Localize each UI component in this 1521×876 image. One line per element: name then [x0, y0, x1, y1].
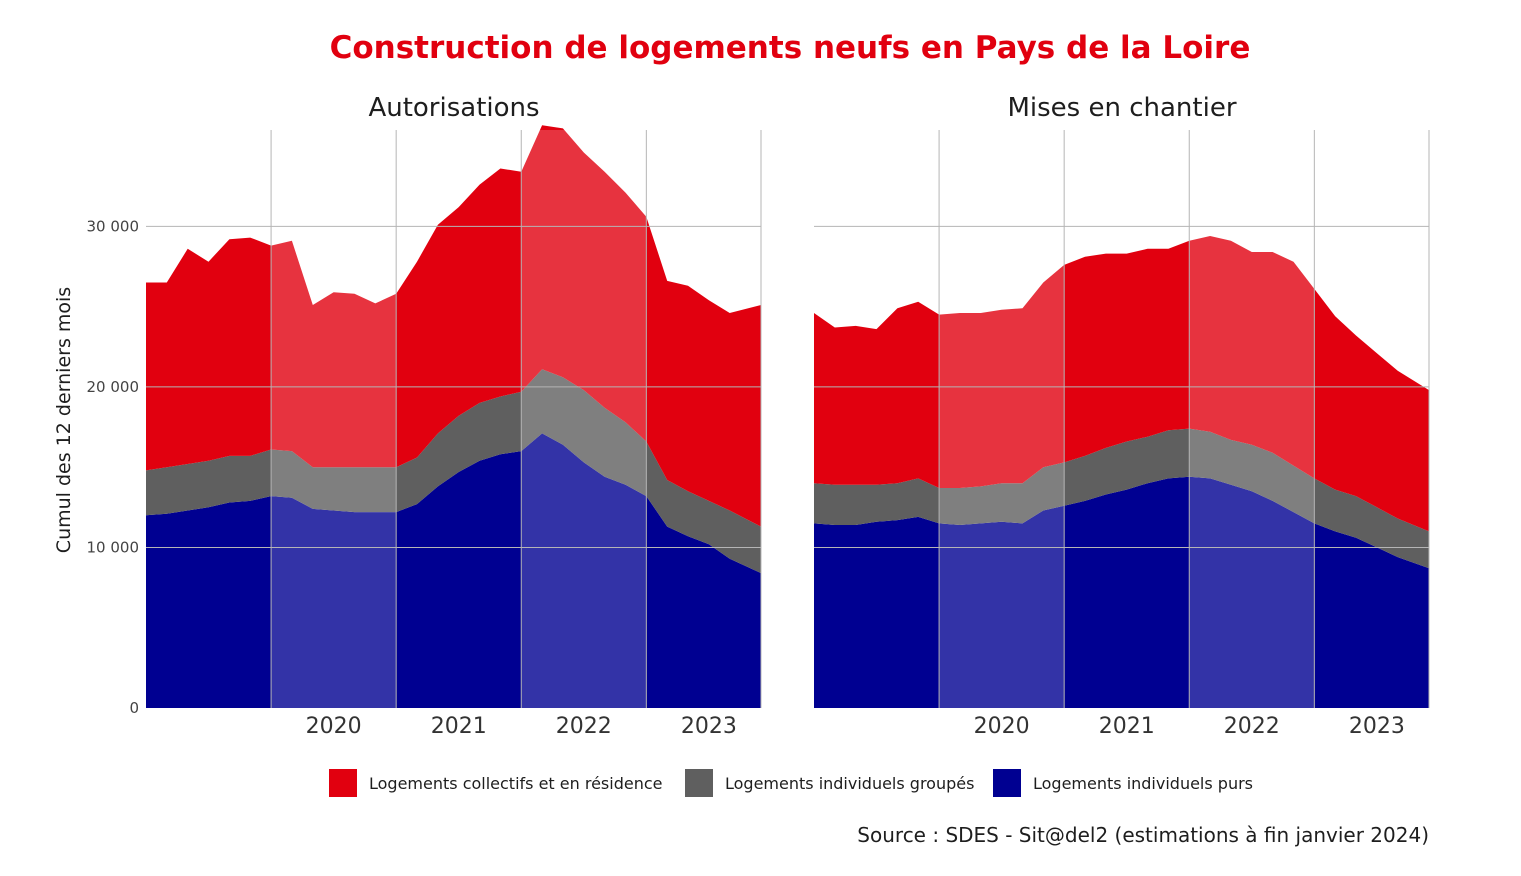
y-tick-10000: 10 000	[87, 538, 140, 556]
y-tick-0: 0	[129, 699, 139, 717]
chart-title: Construction de logements neufs en Pays …	[330, 30, 1251, 66]
panel-title-autorisations: Autorisations	[368, 93, 539, 123]
legend-label-purs: Logements individuels purs	[1033, 774, 1253, 793]
source-note: Source : SDES - Sit@del2 (estimations à …	[857, 823, 1429, 847]
area-groupes-mises-en-chantier	[814, 428, 1429, 569]
x-tick-2023-mises-en-chantier: 2023	[1349, 714, 1405, 739]
x-tick-2021-mises-en-chantier: 2021	[1099, 714, 1155, 739]
panel-autorisations: Autorisations 2020 2021 2022 2023 0 10 000 20 …	[87, 93, 762, 739]
legend: Logements collectifs et en résidence Log…	[329, 769, 1253, 797]
y-tick-20000: 20 000	[87, 378, 140, 396]
x-tick-2020-mises-en-chantier: 2020	[974, 714, 1030, 739]
area-purs-mises-en-chantier	[814, 476, 1429, 708]
panel-title-mises-en-chantier: Mises en chantier	[1007, 93, 1236, 123]
legend-swatch-purs	[993, 769, 1021, 797]
x-tick-2022-mises-en-chantier: 2022	[1224, 714, 1280, 739]
area-collectifs-mises-en-chantier	[814, 236, 1429, 532]
legend-swatch-collectifs	[329, 769, 357, 797]
y-tick-30000: 30 000	[87, 217, 140, 235]
year-band-2020-mises-en-chantier	[939, 130, 1065, 708]
year-band-2020-autorisations	[271, 130, 397, 708]
legend-label-collectifs: Logements collectifs et en résidence	[369, 774, 662, 793]
x-tick-2023-autorisations: 2023	[681, 714, 737, 739]
year-band-2022-mises-en-chantier	[1189, 130, 1315, 708]
legend-swatch-groupes	[685, 769, 713, 797]
legend-label-groupes: Logements individuels groupés	[725, 774, 974, 793]
area-collectifs-autorisations	[146, 125, 761, 527]
x-tick-2021-autorisations: 2021	[431, 714, 487, 739]
y-axis-label: Cumul des 12 derniers mois	[53, 287, 75, 553]
panel-mises-en-chantier: Mises en chantier 2020 2021 2022 2023	[814, 93, 1430, 739]
area-purs-autorisations	[146, 433, 761, 708]
area-groupes-autorisations	[146, 369, 761, 574]
x-tick-2020-autorisations: 2020	[306, 714, 362, 739]
year-band-2022-autorisations	[521, 130, 647, 708]
x-tick-2022-autorisations: 2022	[556, 714, 612, 739]
